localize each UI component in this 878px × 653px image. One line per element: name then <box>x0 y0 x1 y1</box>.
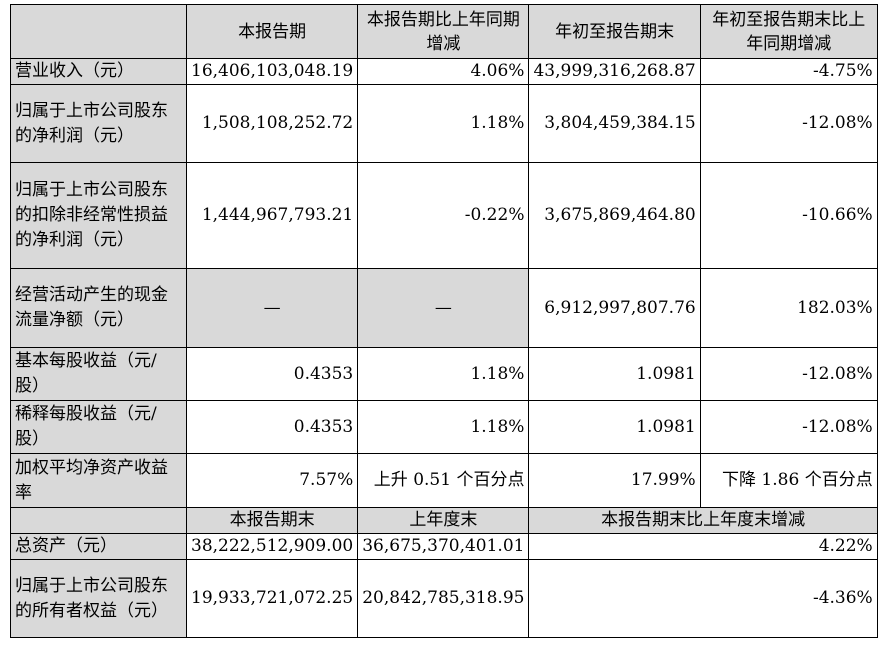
cell-current-period-yoy: -0.22% <box>357 162 530 269</box>
cell-ytd: 3,804,459,384.15 <box>528 84 701 163</box>
cell-ytd: 1.0981 <box>528 400 701 454</box>
cell-current-period-yoy: 上升 0.51 个百分点 <box>357 453 530 508</box>
cell-current-period-yoy: 1.18% <box>357 400 530 454</box>
table-row: 稀释每股收益（元/股） 0.4353 1.18% 1.0981 -12.08% <box>10 400 878 454</box>
table-row: 基本每股收益（元/股） 0.4353 1.18% 1.0981 -12.08% <box>10 347 878 401</box>
cell-ytd: 17.99% <box>528 453 701 508</box>
cell-current-period-yoy: 4.06% <box>357 58 530 85</box>
table-row: 经营活动产生的现金流量净额（元） — — 6,912,997,807.76 18… <box>10 268 878 348</box>
header-change-vs-prior-year-end: 本报告期末比上年度末增减 <box>528 507 878 534</box>
header-ytd: 年初至报告期末 <box>528 4 701 59</box>
table-row: 归属于上市公司股东的净利润（元） 1,508,108,252.72 1.18% … <box>10 84 878 163</box>
cell-change: 4.22% <box>528 533 878 560</box>
cell-ytd: 43,999,316,268.87 <box>528 58 701 85</box>
row-label: 经营活动产生的现金流量净额（元） <box>10 268 187 348</box>
cell-current-period: 16,406,103,048.19 <box>185 58 359 85</box>
cell-current-period: — <box>185 268 359 348</box>
cell-current-period-yoy: 1.18% <box>357 84 530 163</box>
header-current-period-yoy: 本报告期比上年同期增减 <box>357 4 530 59</box>
cell-ytd-yoy: -12.08% <box>699 400 878 454</box>
header-row-balance: 本报告期末 上年度末 本报告期末比上年度末增减 <box>10 507 878 534</box>
cell-ytd: 3,675,869,464.80 <box>528 162 701 269</box>
header-corner-cell <box>10 507 187 534</box>
cell-current-period-yoy: — <box>357 268 530 348</box>
row-label: 归属于上市公司股东的扣除非经常性损益的净利润（元） <box>10 162 187 269</box>
cell-current-period-yoy: 1.18% <box>357 347 530 401</box>
cell-ytd-yoy: -10.66% <box>699 162 878 269</box>
cell-ytd-yoy: -4.75% <box>699 58 878 85</box>
cell-current-period: 7.57% <box>185 453 359 508</box>
header-corner-cell <box>10 4 187 59</box>
row-label: 总资产（元） <box>10 533 187 560</box>
cell-ytd-yoy: -12.08% <box>699 84 878 163</box>
cell-ytd: 6,912,997,807.76 <box>528 268 701 348</box>
cell-current-period: 0.4353 <box>185 400 359 454</box>
table-row: 归属于上市公司股东的扣除非经常性损益的净利润（元） 1,444,967,793.… <box>10 162 878 269</box>
cell-current-period: 1,444,967,793.21 <box>185 162 359 269</box>
financial-data-table: 本报告期 本报告期比上年同期增减 年初至报告期末 年初至报告期末比上年同期增减 … <box>10 4 878 638</box>
row-label: 加权平均净资产收益率 <box>10 453 187 508</box>
header-row: 本报告期 本报告期比上年同期增减 年初至报告期末 年初至报告期末比上年同期增减 <box>10 4 878 59</box>
cell-period-end: 38,222,512,909.00 <box>185 533 359 560</box>
cell-change: -4.36% <box>528 559 878 638</box>
cell-current-period: 1,508,108,252.72 <box>185 84 359 163</box>
cell-ytd-yoy: 下降 1.86 个百分点 <box>699 453 878 508</box>
table-row: 加权平均净资产收益率 7.57% 上升 0.51 个百分点 17.99% 下降 … <box>10 453 878 508</box>
row-label: 基本每股收益（元/股） <box>10 347 187 401</box>
header-ytd-yoy: 年初至报告期末比上年同期增减 <box>699 4 878 59</box>
cell-ytd-yoy: 182.03% <box>699 268 878 348</box>
table-row: 营业收入（元） 16,406,103,048.19 4.06% 43,999,3… <box>10 58 878 85</box>
cell-ytd-yoy: -12.08% <box>699 347 878 401</box>
table-row: 归属于上市公司股东的所有者权益（元） 19,933,721,072.25 20,… <box>10 559 878 638</box>
cell-current-period: 0.4353 <box>185 347 359 401</box>
header-current-period: 本报告期 <box>185 4 359 59</box>
header-prior-year-end: 上年度末 <box>357 507 530 534</box>
row-label: 稀释每股收益（元/股） <box>10 400 187 454</box>
cell-ytd: 1.0981 <box>528 347 701 401</box>
row-label: 归属于上市公司股东的所有者权益（元） <box>10 559 187 638</box>
row-label: 归属于上市公司股东的净利润（元） <box>10 84 187 163</box>
cell-period-end: 19,933,721,072.25 <box>185 559 359 638</box>
header-period-end: 本报告期末 <box>185 507 359 534</box>
table-row: 总资产（元） 38,222,512,909.00 36,675,370,401.… <box>10 533 878 560</box>
cell-prior-year-end: 20,842,785,318.95 <box>357 559 530 638</box>
cell-prior-year-end: 36,675,370,401.01 <box>357 533 530 560</box>
row-label: 营业收入（元） <box>10 58 187 85</box>
